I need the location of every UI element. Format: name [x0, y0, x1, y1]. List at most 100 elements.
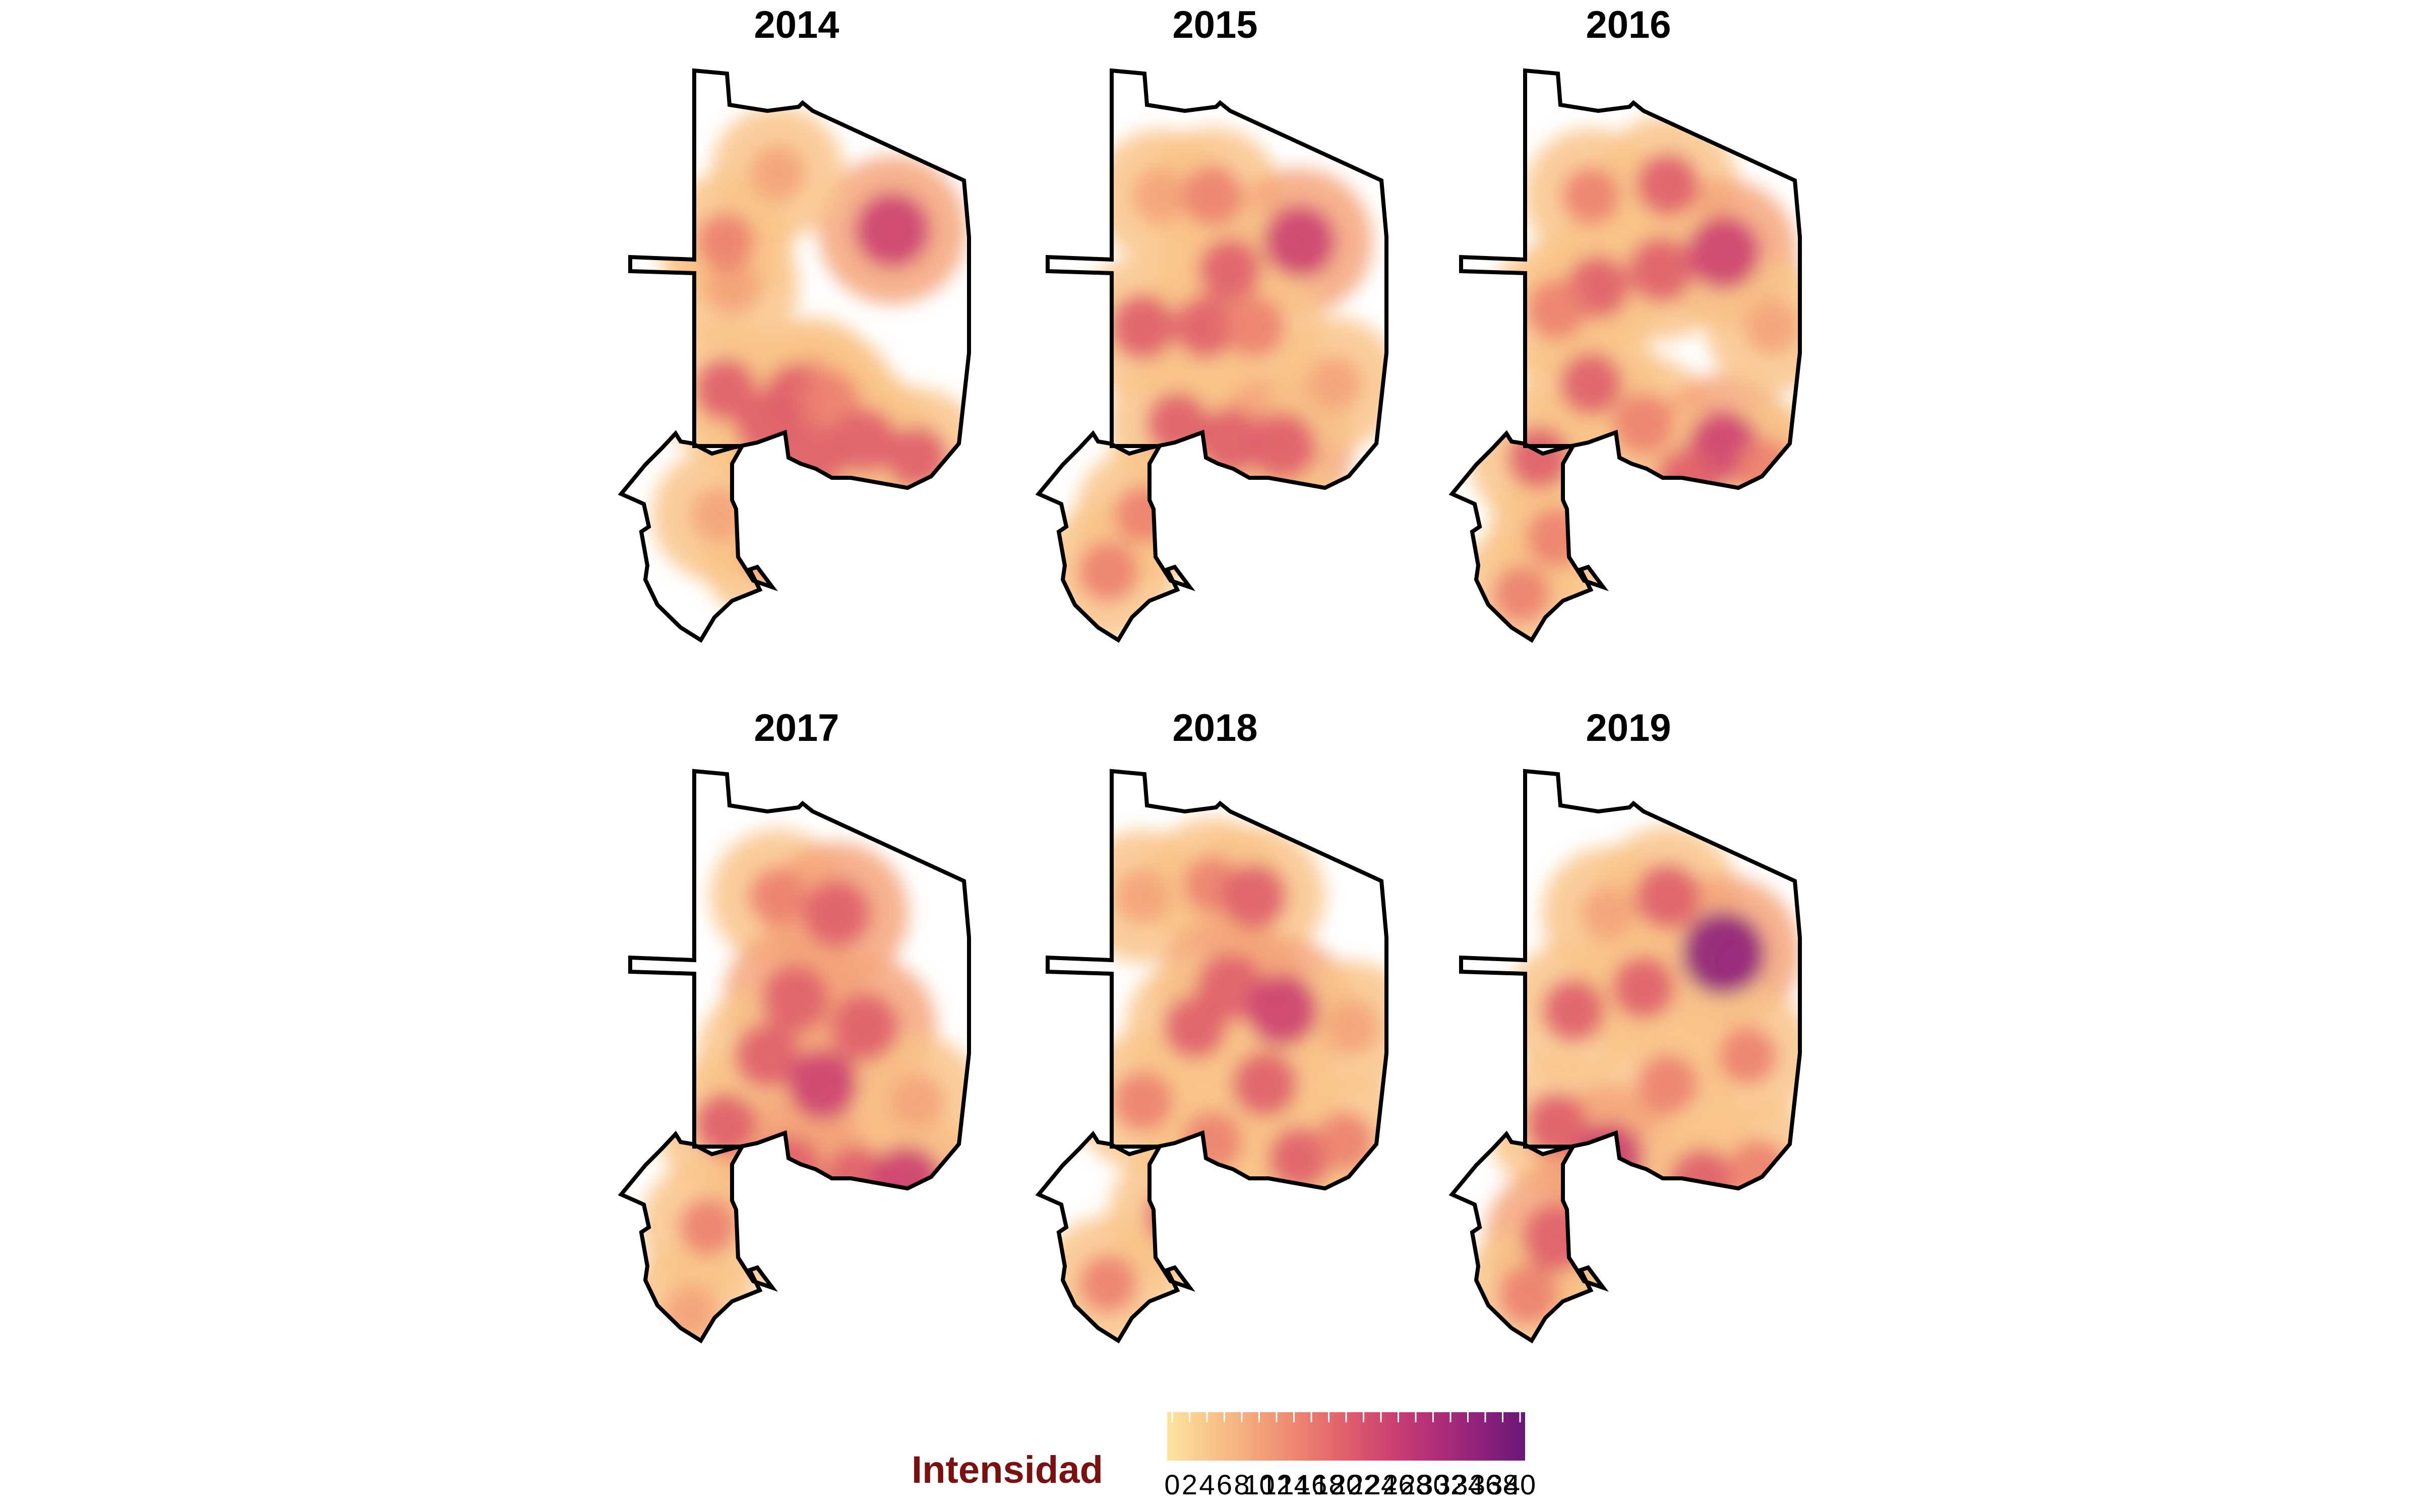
intensity-hotspot-core: [889, 1074, 945, 1129]
legend-tick-label: 26: [1382, 1469, 1414, 1500]
intensity-hotspot-core: [1522, 1204, 1591, 1273]
intensity-hotspot-core: [694, 1093, 757, 1156]
intensity-hotspot-core: [1263, 206, 1336, 277]
intensity-hotspot-core: [1324, 999, 1379, 1055]
intensity-hotspot-core: [1614, 1243, 1672, 1301]
intensity-hotspot-core: [1686, 216, 1760, 290]
intensity-hotspot-core: [1492, 565, 1551, 624]
legend-tick-label: 28: [1400, 1469, 1431, 1500]
intensity-layer: [1040, 127, 1386, 640]
intensity-hotspot-core: [1078, 541, 1138, 602]
intensity-hotspot-core: [1681, 912, 1765, 995]
intensity-hotspot-core: [704, 259, 760, 315]
intensity-hotspot-core: [1132, 168, 1188, 224]
region-boundary: [1448, 769, 1802, 1344]
legend-tick-label: 22: [1348, 1469, 1379, 1500]
intensity-hotspot-core: [1581, 886, 1637, 941]
legend-tick-label: 36: [1470, 1469, 1501, 1500]
intensity-hotspot-core: [1198, 238, 1261, 301]
intensity-hotspot-core: [1221, 863, 1287, 929]
intensity-hotspot-core: [832, 408, 897, 474]
intensity-hotspot-core: [1498, 1265, 1559, 1326]
intensity-hotspot-core: [1258, 496, 1319, 556]
panel-2016: 2016: [1448, 4, 1802, 643]
panel-title: 2018: [1172, 707, 1257, 749]
intensity-hotspot-core: [1719, 1027, 1777, 1085]
intensity-hotspot-core: [1525, 1093, 1588, 1156]
intensity-layer: [652, 106, 969, 621]
intensity-hotspot-core: [696, 212, 755, 271]
panel-title: 2016: [1586, 4, 1671, 46]
intensity-hotspot-core: [1744, 299, 1800, 355]
intensity-hotspot-core: [1637, 1054, 1698, 1115]
intensity-hotspot-core: [1315, 1112, 1374, 1170]
intensity-hotspot-core: [1636, 153, 1700, 216]
legend-tick-label: 12: [1261, 1469, 1292, 1500]
legend-tick-label: 24: [1365, 1469, 1397, 1500]
legend-tick-label: 6: [1217, 1469, 1232, 1500]
intensity-hotspot-core: [1079, 1254, 1137, 1313]
intensity-hotspot-core: [1612, 956, 1675, 1019]
panel-2018: 2018: [1035, 707, 1388, 1344]
legend-tick-label: 32: [1435, 1469, 1466, 1500]
legend-tick-label: 16: [1296, 1469, 1327, 1500]
intensity-layer: [624, 829, 969, 1341]
intensity-hotspot-core: [1562, 167, 1620, 225]
intensity-hotspot-core: [803, 879, 871, 948]
intensity-hotspot-core: [1612, 393, 1674, 455]
intensity-hotspot-core: [1182, 165, 1243, 226]
intensity-hotspot-core: [1174, 295, 1237, 358]
panel-2015: 2015: [1035, 4, 1388, 643]
intensity-hotspot-core: [885, 426, 948, 489]
intensity-hotspot-core: [1542, 979, 1605, 1042]
intensity-hotspot-core: [871, 1146, 942, 1217]
region-boundary: [618, 68, 971, 643]
panel-2014: 2014: [618, 4, 971, 643]
intensity-hotspot-core: [1223, 296, 1285, 358]
panel-2019: 2019: [1448, 707, 1802, 1344]
intensity-hotspot-core: [1115, 868, 1171, 924]
intensity-hotspot-core: [1110, 294, 1176, 360]
legend-title: Intensidad: [912, 1448, 1103, 1491]
intensity-hotspot-core: [1728, 1140, 1789, 1200]
legend-tick-label: 0: [1164, 1469, 1180, 1500]
legend-tick-label: 34: [1452, 1469, 1483, 1500]
legend-tick-label: 14: [1278, 1469, 1309, 1500]
intensity-hotspot-core: [750, 145, 806, 201]
legend-tick-label: 10: [1243, 1469, 1275, 1500]
region-boundary: [1035, 769, 1388, 1344]
region-boundary: [1448, 68, 1802, 643]
intensity-hotspot-core: [788, 1049, 858, 1119]
legend-tick-label: 2: [1182, 1469, 1197, 1500]
legend-tick-label: 40: [1504, 1469, 1536, 1500]
intensity-hotspot-core: [679, 1198, 737, 1256]
intensity-hotspot-core: [1268, 1126, 1331, 1190]
panels-grid: 2014 2015 2016 2017 2018 2019: [618, 4, 1802, 1344]
panel-title: 2019: [1586, 707, 1671, 749]
legend-tick-label: 20: [1330, 1469, 1362, 1500]
intensity-hotspot-core: [855, 193, 930, 268]
intensity-hotspot-core: [761, 965, 829, 1033]
intensity-hotspot-core: [1526, 279, 1587, 340]
intensity-hotspot-core: [779, 1205, 845, 1271]
intensity-hotspot-core: [749, 867, 807, 926]
panel-title: 2017: [754, 707, 839, 749]
intensity-hotspot-core: [1217, 1208, 1278, 1269]
intensity-hotspot-core: [1113, 1071, 1173, 1132]
intensity-hotspot-core: [1628, 237, 1693, 303]
panel-title: 2015: [1172, 4, 1257, 46]
intensity-hotspot-core: [1248, 412, 1316, 481]
intensity-hotspot-core: [734, 1023, 800, 1089]
intensity-hotspot-core: [1246, 974, 1318, 1046]
intensity-hotspot-core: [830, 993, 899, 1061]
legend-tick-label: 38: [1487, 1469, 1518, 1500]
legend-tick-label: 4: [1199, 1469, 1215, 1500]
legend-tick-label: 8: [1234, 1469, 1249, 1500]
legend-tick-label: 30: [1417, 1469, 1448, 1500]
intensity-hotspot-core: [1164, 996, 1227, 1059]
region-boundary: [1035, 68, 1388, 643]
intensity-hotspot-core: [1232, 1051, 1298, 1117]
panel-title: 2014: [754, 4, 839, 46]
legend: Intensidad 0 2 4 6 8101214161820222426283032…: [912, 1412, 1536, 1500]
